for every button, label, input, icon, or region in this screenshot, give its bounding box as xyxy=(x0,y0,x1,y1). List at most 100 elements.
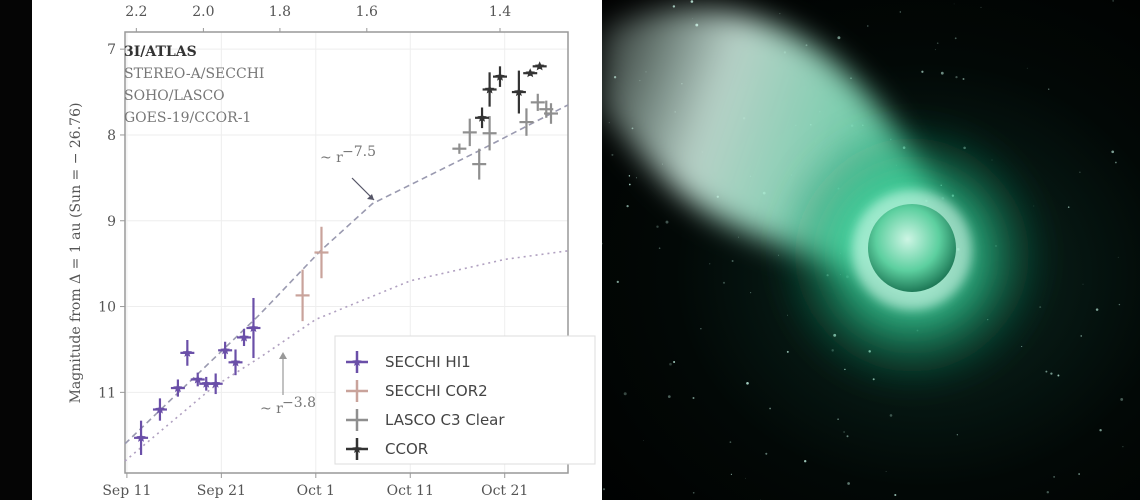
star xyxy=(867,25,869,27)
star xyxy=(847,482,850,485)
y-tick-label: 9 xyxy=(107,214,116,230)
arrow-head xyxy=(367,194,374,200)
data-point xyxy=(218,341,233,359)
star xyxy=(667,395,671,398)
data-point xyxy=(452,143,467,154)
fit-label-exp: −3.8 xyxy=(282,395,316,411)
chart-svg: Sep 11 Sep 21 Oct 1 Oct 11 Oct 21 2.2 2.0 1.8 1.… xyxy=(68,4,596,499)
star xyxy=(1057,374,1060,377)
star xyxy=(737,236,739,238)
star xyxy=(846,435,849,438)
star xyxy=(837,36,841,40)
data-point xyxy=(246,297,261,359)
star xyxy=(665,220,669,224)
background-strip xyxy=(0,0,32,500)
data-point xyxy=(190,372,205,387)
star xyxy=(700,328,702,330)
top-tick-label: 1.6 xyxy=(356,4,378,20)
star xyxy=(690,0,694,3)
star xyxy=(602,242,603,245)
star xyxy=(1047,88,1050,90)
data-point xyxy=(134,420,149,455)
comet-nucleus xyxy=(868,204,956,292)
data-point xyxy=(462,118,477,147)
axes: Sep 11 Sep 21 Oct 1 Oct 11 Oct 21 2.2 2.0 1.8 1.… xyxy=(98,4,528,499)
object-name: 3I/ATLAS xyxy=(124,44,197,60)
star-marker xyxy=(173,383,183,393)
data-point xyxy=(472,148,487,180)
y-tick-label: 10 xyxy=(98,300,116,316)
star xyxy=(843,431,845,433)
star xyxy=(955,75,958,79)
star xyxy=(692,397,695,399)
star xyxy=(709,263,711,265)
star-marker xyxy=(220,345,230,355)
star xyxy=(746,381,749,385)
y-tick-label: 8 xyxy=(107,128,116,144)
data-point xyxy=(543,103,558,124)
fit-label-shallow: ~ r −3.8 xyxy=(260,352,316,417)
star xyxy=(885,471,887,473)
star xyxy=(779,13,781,15)
star-marker xyxy=(534,61,545,71)
star-marker xyxy=(484,84,495,94)
star xyxy=(1021,345,1023,348)
legend-star xyxy=(352,444,362,453)
star xyxy=(729,441,732,443)
star xyxy=(1120,397,1124,401)
arrow-head xyxy=(279,352,287,359)
star xyxy=(1050,372,1053,375)
star xyxy=(722,281,726,284)
lightcurve-chart: Sep 11 Sep 21 Oct 1 Oct 11 Oct 21 2.2 2.0 1.8 1.… xyxy=(32,0,602,500)
y-tick-label: 11 xyxy=(98,385,116,401)
legend-label: LASCO C3 Clear xyxy=(385,411,505,429)
star xyxy=(956,434,958,436)
plot-frame xyxy=(124,31,569,474)
x-tick-label: Oct 21 xyxy=(481,483,528,499)
star-marker xyxy=(514,87,524,97)
star xyxy=(1079,171,1081,173)
data-point xyxy=(475,107,490,129)
star-marker xyxy=(525,68,535,78)
star xyxy=(730,473,732,475)
top-tick-label: 1.8 xyxy=(269,4,291,20)
legend: SECCHI HI1 SECCHI COR2 LASCO C3 Clear CCOR xyxy=(334,335,596,465)
fit-curve-dashed xyxy=(124,104,569,445)
star xyxy=(1045,370,1048,373)
star xyxy=(769,407,771,410)
star-marker xyxy=(201,378,211,388)
data-point xyxy=(180,340,195,366)
star-marker xyxy=(155,404,165,414)
x-tick-label: Sep 21 xyxy=(197,483,246,499)
star xyxy=(804,460,807,463)
star xyxy=(602,488,606,491)
star-marker xyxy=(230,357,241,367)
fit-label-base: ~ r xyxy=(320,150,343,166)
instrument-line: GOES-19/CCOR-1 xyxy=(124,110,251,126)
star-marker xyxy=(477,112,487,122)
star xyxy=(643,440,644,441)
star xyxy=(1122,446,1124,448)
star xyxy=(616,280,619,284)
star xyxy=(934,49,936,51)
star xyxy=(936,42,939,44)
star xyxy=(635,177,638,179)
star xyxy=(626,204,629,208)
data-point xyxy=(530,93,545,111)
fit-label-exp: −7.5 xyxy=(342,144,376,160)
comet-svg xyxy=(602,0,1124,500)
star xyxy=(962,78,965,80)
data-point xyxy=(511,70,526,114)
top-tick-label: 2.2 xyxy=(125,4,147,20)
data-point xyxy=(482,116,497,151)
star-marker xyxy=(136,432,146,442)
star xyxy=(745,477,746,479)
star xyxy=(608,122,610,124)
top-tick-label: 1.4 xyxy=(489,4,511,20)
top-tick-label: 2.0 xyxy=(192,4,214,20)
star xyxy=(1080,335,1082,337)
star xyxy=(669,362,672,366)
star xyxy=(760,498,761,500)
legend-label: SECCHI HI1 xyxy=(385,353,471,371)
star-marker xyxy=(210,378,221,388)
